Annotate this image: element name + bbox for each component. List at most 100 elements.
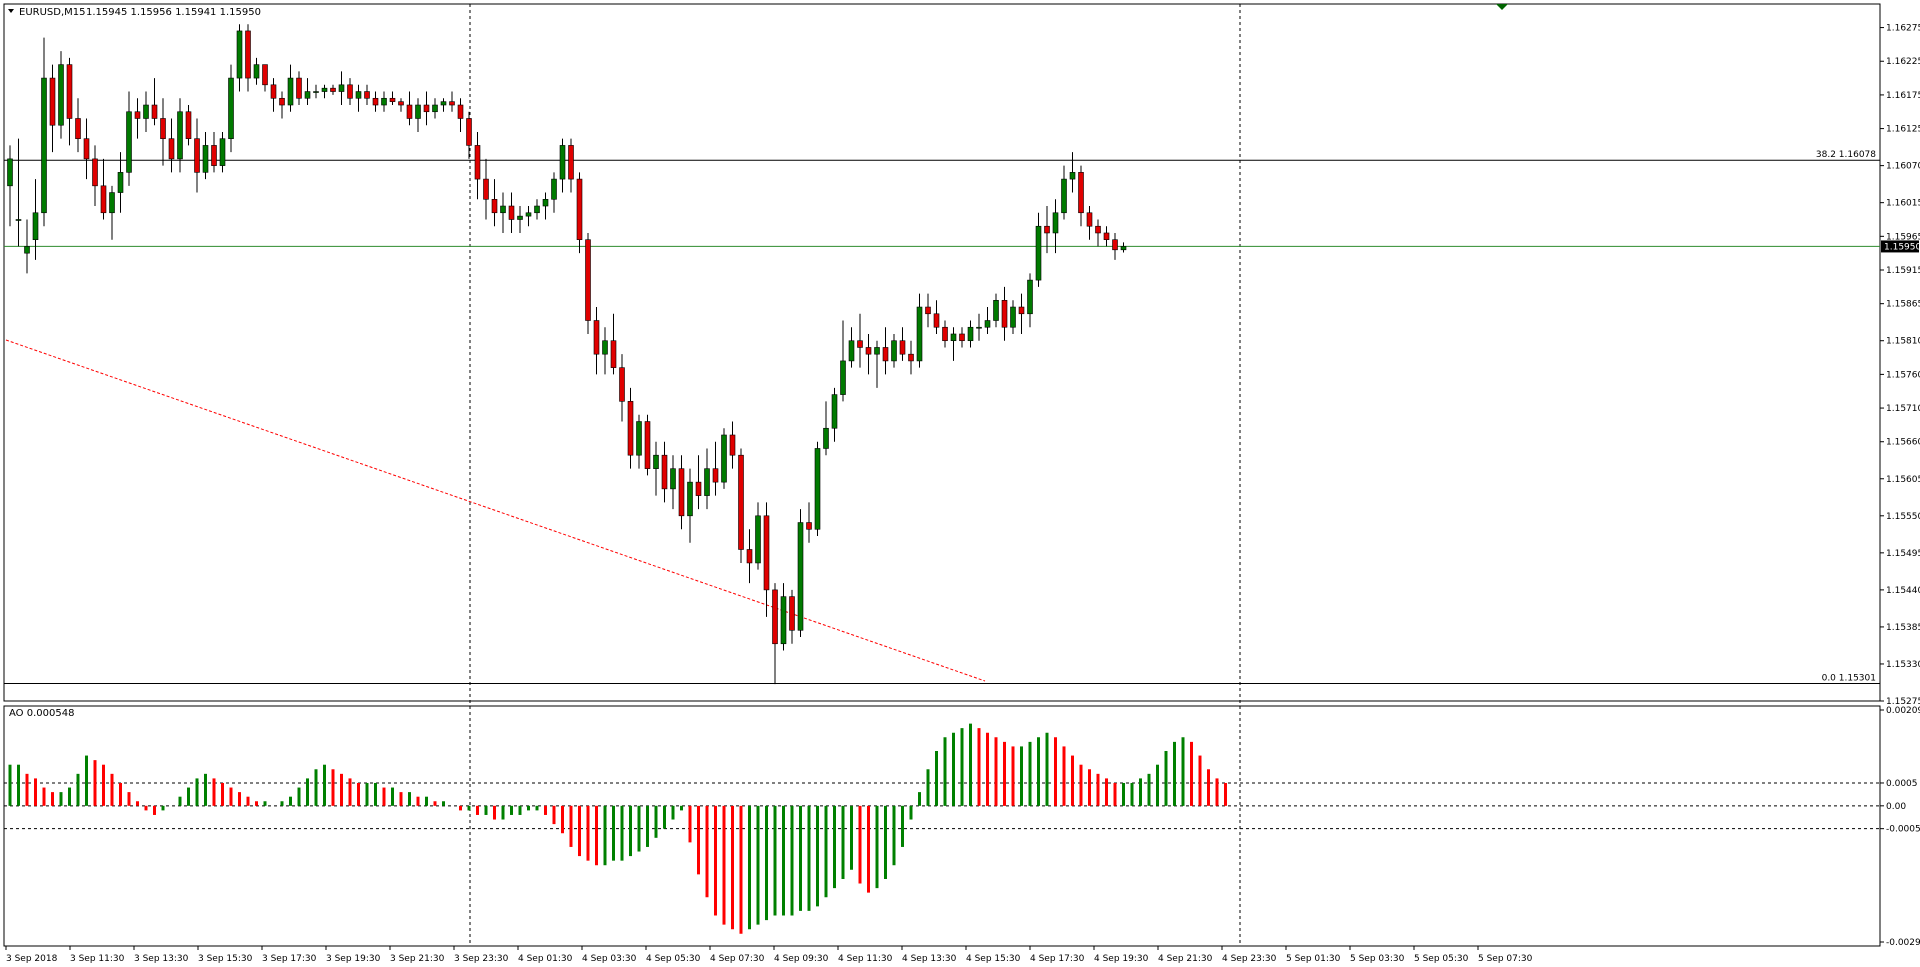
- candle-body: [287, 77, 294, 106]
- time-tick-label: 4 Sep 15:30: [966, 954, 1021, 964]
- ao-tick-label: 0.0005: [1886, 779, 1918, 789]
- candle-body: [636, 421, 642, 456]
- time-tick-label: 3 Sep 2018: [6, 954, 58, 964]
- candle-body: [899, 340, 906, 355]
- price-tick-label: 1.16015: [1886, 199, 1920, 209]
- candle-body: [58, 64, 64, 126]
- candle-body: [661, 454, 668, 490]
- candle-body: [126, 111, 132, 173]
- time-tick-label: 5 Sep 05:30: [1414, 954, 1469, 964]
- candle-body: [483, 178, 489, 200]
- time-tick-label: 4 Sep 17:30: [1030, 954, 1085, 964]
- time-tick-label: 4 Sep 23:30: [1222, 954, 1277, 964]
- candle-body: [168, 138, 175, 160]
- candle-body: [236, 30, 243, 79]
- candle-body: [92, 158, 98, 187]
- time-tick-label: 4 Sep 11:30: [838, 954, 893, 964]
- candle-body: [355, 91, 362, 99]
- candle-body: [542, 198, 549, 207]
- candle-body: [755, 515, 761, 564]
- candle-body: [100, 185, 107, 214]
- candle-body: [1018, 306, 1025, 315]
- candle-body: [7, 158, 13, 187]
- candle-body: [933, 313, 940, 328]
- price-tick-label: 1.15660: [1886, 438, 1920, 448]
- price-tick-label: 1.16070: [1886, 162, 1920, 172]
- chart-lines: 38.2 1.16078 0.0 1.15301: [4, 150, 1880, 830]
- price-tick-label: 1.15915: [1886, 266, 1920, 276]
- candle-body: [551, 178, 557, 200]
- price-tick-label: 1.16225: [1886, 57, 1920, 67]
- candle-body: [772, 589, 778, 645]
- candle-body: [653, 454, 659, 469]
- candle-body: [219, 138, 226, 166]
- candle-body: [1061, 178, 1067, 214]
- candle-body: [568, 145, 574, 180]
- candle-body: [24, 246, 30, 254]
- time-tick-label: 3 Sep 23:30: [454, 954, 509, 964]
- price-tick-label: 1.15760: [1886, 370, 1920, 380]
- candle-body: [746, 549, 753, 564]
- candle-body: [1103, 232, 1110, 241]
- ao-tick-label: 0.002097: [1886, 706, 1920, 716]
- candle-body: [976, 326, 982, 329]
- candle-body: [959, 333, 965, 342]
- candle-body: [1035, 225, 1042, 281]
- candle-body: [644, 421, 651, 469]
- price-tick-label: 1.15440: [1886, 586, 1920, 596]
- ao-tick-label: -0.00298: [1886, 938, 1920, 948]
- fibo-level-label: 0.0 1.15301: [1822, 673, 1876, 683]
- candle-body: [942, 326, 948, 342]
- price-tick-label: 1.15605: [1886, 475, 1920, 485]
- price-tick-label: 1.15275: [1886, 697, 1920, 707]
- candle-body: [304, 91, 311, 99]
- ohlc-readout: 1.15945 1.15956 1.15941 1.15950: [86, 7, 261, 18]
- candle-body: [704, 468, 710, 496]
- candle-body: [1120, 246, 1127, 251]
- candle-body: [678, 468, 685, 517]
- price-panel-frame: [3, 3, 1881, 702]
- candle-body: [721, 434, 727, 483]
- time-tick-label: 4 Sep 03:30: [582, 954, 637, 964]
- candle-body: [1027, 279, 1033, 315]
- candle-body: [202, 145, 209, 173]
- price-tag-label: 1.15950: [1884, 242, 1920, 252]
- candle-body: [517, 215, 523, 220]
- candle-body: [738, 454, 744, 550]
- price-tick-label: 1.16275: [1886, 24, 1920, 34]
- candle-body: [925, 306, 931, 315]
- ao-histogram: [8, 723, 1227, 934]
- time-tick-label: 4 Sep 13:30: [902, 954, 957, 964]
- candle-body: [908, 353, 914, 362]
- candle-body: [83, 138, 90, 160]
- candle-body: [398, 101, 404, 106]
- candle-body: [823, 427, 829, 449]
- candle-body: [508, 205, 515, 220]
- candle-body: [729, 434, 736, 456]
- candle-body: [602, 340, 608, 355]
- triangle-down-icon[interactable]: [8, 9, 14, 13]
- candle-body: [857, 340, 863, 348]
- candle-body: [593, 320, 600, 355]
- candle-body: [1044, 225, 1050, 234]
- price-tick-label: 1.16175: [1886, 91, 1920, 101]
- time-tick-label: 4 Sep 05:30: [646, 954, 701, 964]
- candle-body: [814, 448, 821, 530]
- candle-body: [347, 84, 353, 99]
- price-tick-label: 1.15550: [1886, 512, 1920, 522]
- price-tick-label: 1.15330: [1886, 660, 1920, 670]
- price-tick-label: 1.15965: [1886, 232, 1920, 242]
- candle-body: [585, 239, 591, 321]
- axes: 1.16275 1.16225 1.16175 1.16125 1.16070 1.160…: [5, 24, 1920, 964]
- candle-body: [245, 30, 251, 79]
- candle-body: [882, 347, 889, 362]
- candle-body: [423, 104, 430, 113]
- candle-body: [627, 401, 634, 456]
- price-tick-label: 1.15810: [1886, 337, 1920, 347]
- candle-body: [381, 97, 387, 106]
- candle-body: [117, 172, 124, 193]
- time-tick-label: 4 Sep 21:30: [1158, 954, 1213, 964]
- green-arrow-down-icon: [1496, 4, 1508, 10]
- time-tick-label: 4 Sep 07:30: [710, 954, 765, 964]
